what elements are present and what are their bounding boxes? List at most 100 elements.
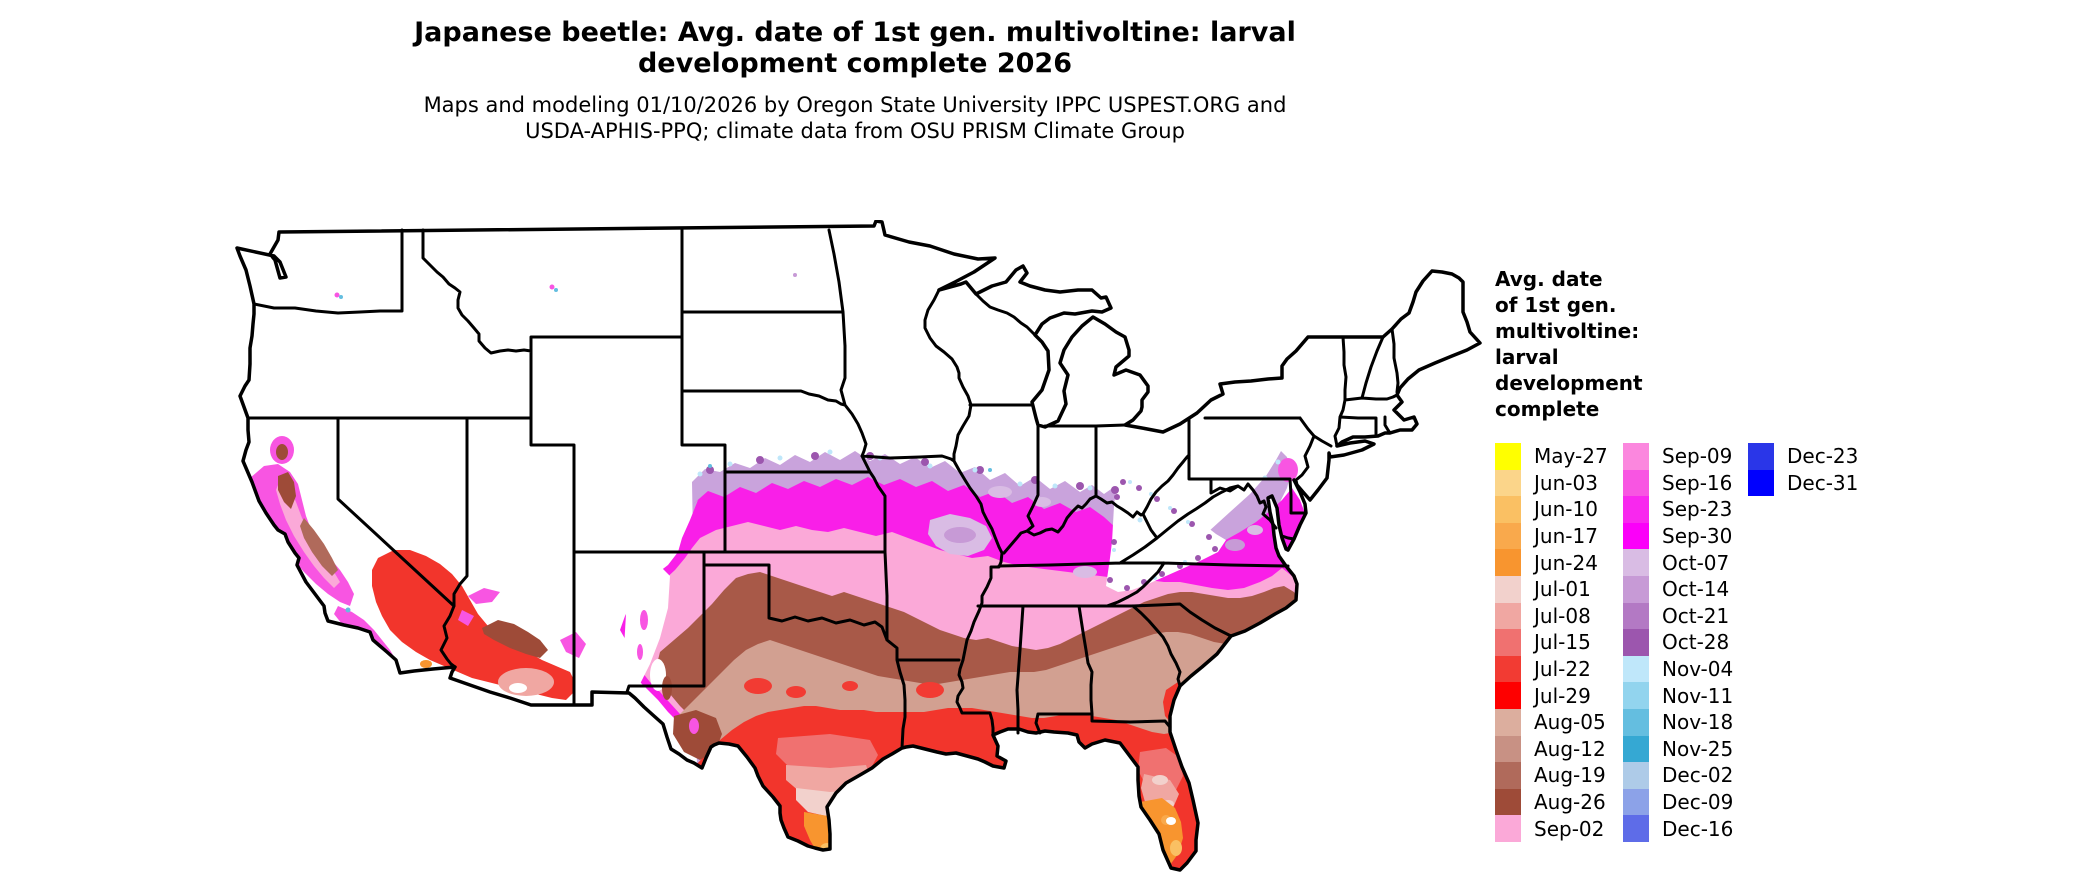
legend-label: Sep-30: [1662, 524, 1733, 549]
legend-item: Aug-19: [1495, 762, 1623, 789]
page-title-line2: development complete 2026: [637, 48, 1072, 79]
legend-column-1: May-27 Jun-03 Jun-10 Jun-17 Jun-24 Jul-0…: [1495, 443, 1623, 842]
page-subtitle: Maps and modeling 01/10/2026 by Oregon S…: [0, 92, 1710, 144]
legend-label: Oct-07: [1662, 550, 1730, 575]
legend-label: Oct-14: [1662, 577, 1730, 602]
legend-item: Oct-14: [1623, 575, 1748, 603]
legend-item: Dec-09: [1623, 788, 1748, 816]
legend-swatch: [1623, 443, 1649, 470]
legend-item: Aug-05: [1495, 708, 1623, 736]
legend-label: Dec-02: [1662, 763, 1734, 788]
legend-item: Dec-31: [1748, 469, 1863, 497]
page-subtitle-line1: Maps and modeling 01/10/2026 by Oregon S…: [423, 93, 1287, 117]
legend-swatch: [1623, 815, 1649, 842]
legend-item: Sep-09: [1623, 443, 1748, 470]
legend-item: Jul-22: [1495, 655, 1623, 683]
legend-swatch: [1623, 575, 1649, 603]
conus-outline: [235, 219, 1482, 872]
legend-swatch: [1495, 629, 1521, 656]
legend-item: Jun-24: [1495, 549, 1623, 576]
legend-swatch: [1748, 443, 1774, 470]
legend-item: Jun-10: [1495, 496, 1623, 523]
legend-item: Sep-16: [1623, 469, 1748, 497]
legend-label: Dec-16: [1662, 816, 1734, 841]
legend-item: Dec-02: [1623, 762, 1748, 789]
legend-label: Oct-28: [1662, 630, 1730, 655]
legend-label: Aug-26: [1534, 790, 1606, 815]
legend-item: Dec-16: [1623, 815, 1748, 842]
legend-label: Jul-29: [1534, 683, 1591, 708]
legend-label: Jul-08: [1534, 603, 1591, 628]
legend-label: Sep-09: [1662, 444, 1733, 469]
legend-swatch: [1495, 708, 1521, 736]
legend-item: Sep-23: [1623, 496, 1748, 523]
legend-swatch: [1495, 815, 1521, 842]
legend-swatch: [1748, 469, 1774, 497]
page-subtitle-line2: USDA-APHIS-PPQ; climate data from OSU PR…: [525, 119, 1185, 143]
legend-item: Aug-26: [1495, 788, 1623, 816]
legend-swatch: [1495, 575, 1521, 603]
color-bands: [241, 273, 1350, 870]
legend-item: Dec-23: [1748, 443, 1863, 470]
legend-label: Dec-23: [1787, 444, 1859, 469]
legend-label: Dec-09: [1662, 790, 1734, 815]
legend-label: Jun-03: [1534, 470, 1598, 495]
legend-item: Nov-18: [1623, 708, 1748, 736]
legend-swatch: [1495, 655, 1521, 683]
legend-label: Nov-11: [1662, 683, 1734, 708]
us-map: [230, 219, 1490, 892]
cyan-speckles: [697, 449, 1281, 580]
legend-label: Nov-18: [1662, 710, 1734, 735]
legend-label: Jun-24: [1534, 550, 1598, 575]
legend-column-2: Sep-09 Sep-16 Sep-23 Sep-30 Oct-07 Oct-1…: [1623, 443, 1748, 842]
legend-swatch: [1623, 788, 1649, 816]
legend-swatch: [1495, 549, 1521, 576]
legend-column-3: Dec-23 Dec-31: [1748, 443, 1863, 842]
legend-label: Nov-04: [1662, 657, 1734, 682]
legend-swatch: [1623, 522, 1649, 550]
legend-swatch: [1623, 469, 1649, 497]
legend-label: Jul-15: [1534, 630, 1591, 655]
legend-label: Aug-05: [1534, 710, 1606, 735]
legend-swatch: [1495, 496, 1521, 523]
legend-item: Oct-21: [1623, 602, 1748, 630]
legend-swatch: [1623, 762, 1649, 789]
legend-label: Jul-22: [1534, 657, 1591, 682]
legend-label: Dec-31: [1787, 470, 1859, 495]
map-legend: Avg. date of 1st gen. multivoltine: larv…: [1495, 266, 2055, 842]
legend-label: Jun-10: [1534, 497, 1598, 522]
legend-label: Nov-25: [1662, 736, 1734, 761]
legend-swatch: [1495, 735, 1521, 763]
legend-item: Oct-28: [1623, 629, 1748, 656]
legend-title: Avg. date of 1st gen. multivoltine: larv…: [1495, 267, 1643, 421]
legend-label: Sep-16: [1662, 470, 1733, 495]
legend-item: May-27: [1495, 443, 1623, 470]
legend-label: Sep-02: [1534, 816, 1605, 841]
legend-swatch: [1495, 602, 1521, 630]
legend-swatch: [1623, 708, 1649, 736]
legend-swatch: [1495, 443, 1521, 470]
legend-label: Aug-19: [1534, 763, 1606, 788]
legend-label: Jun-17: [1534, 524, 1598, 549]
legend-item: Jul-08: [1495, 602, 1623, 630]
legend-label: May-27: [1534, 444, 1608, 469]
legend-item: Sep-30: [1623, 522, 1748, 550]
page-header: Japanese beetle: Avg. date of 1st gen. m…: [0, 17, 1710, 144]
legend-swatch: [1495, 469, 1521, 497]
legend-item: Jul-01: [1495, 575, 1623, 603]
legend-swatch: [1495, 682, 1521, 709]
legend-item: Jun-17: [1495, 522, 1623, 550]
legend-swatch: [1623, 602, 1649, 630]
legend-label: Aug-12: [1534, 736, 1606, 761]
legend-item: Nov-04: [1623, 655, 1748, 683]
legend-swatch: [1495, 762, 1521, 789]
legend-item: Nov-25: [1623, 735, 1748, 763]
legend-item: Jul-15: [1495, 629, 1623, 656]
legend-swatch: [1623, 496, 1649, 523]
florida-keys-band: [1166, 867, 1171, 870]
us-map-svg: [235, 219, 1482, 872]
legend-item: Jun-03: [1495, 469, 1623, 497]
legend-swatch: [1495, 788, 1521, 816]
legend-label: Oct-21: [1662, 603, 1730, 628]
